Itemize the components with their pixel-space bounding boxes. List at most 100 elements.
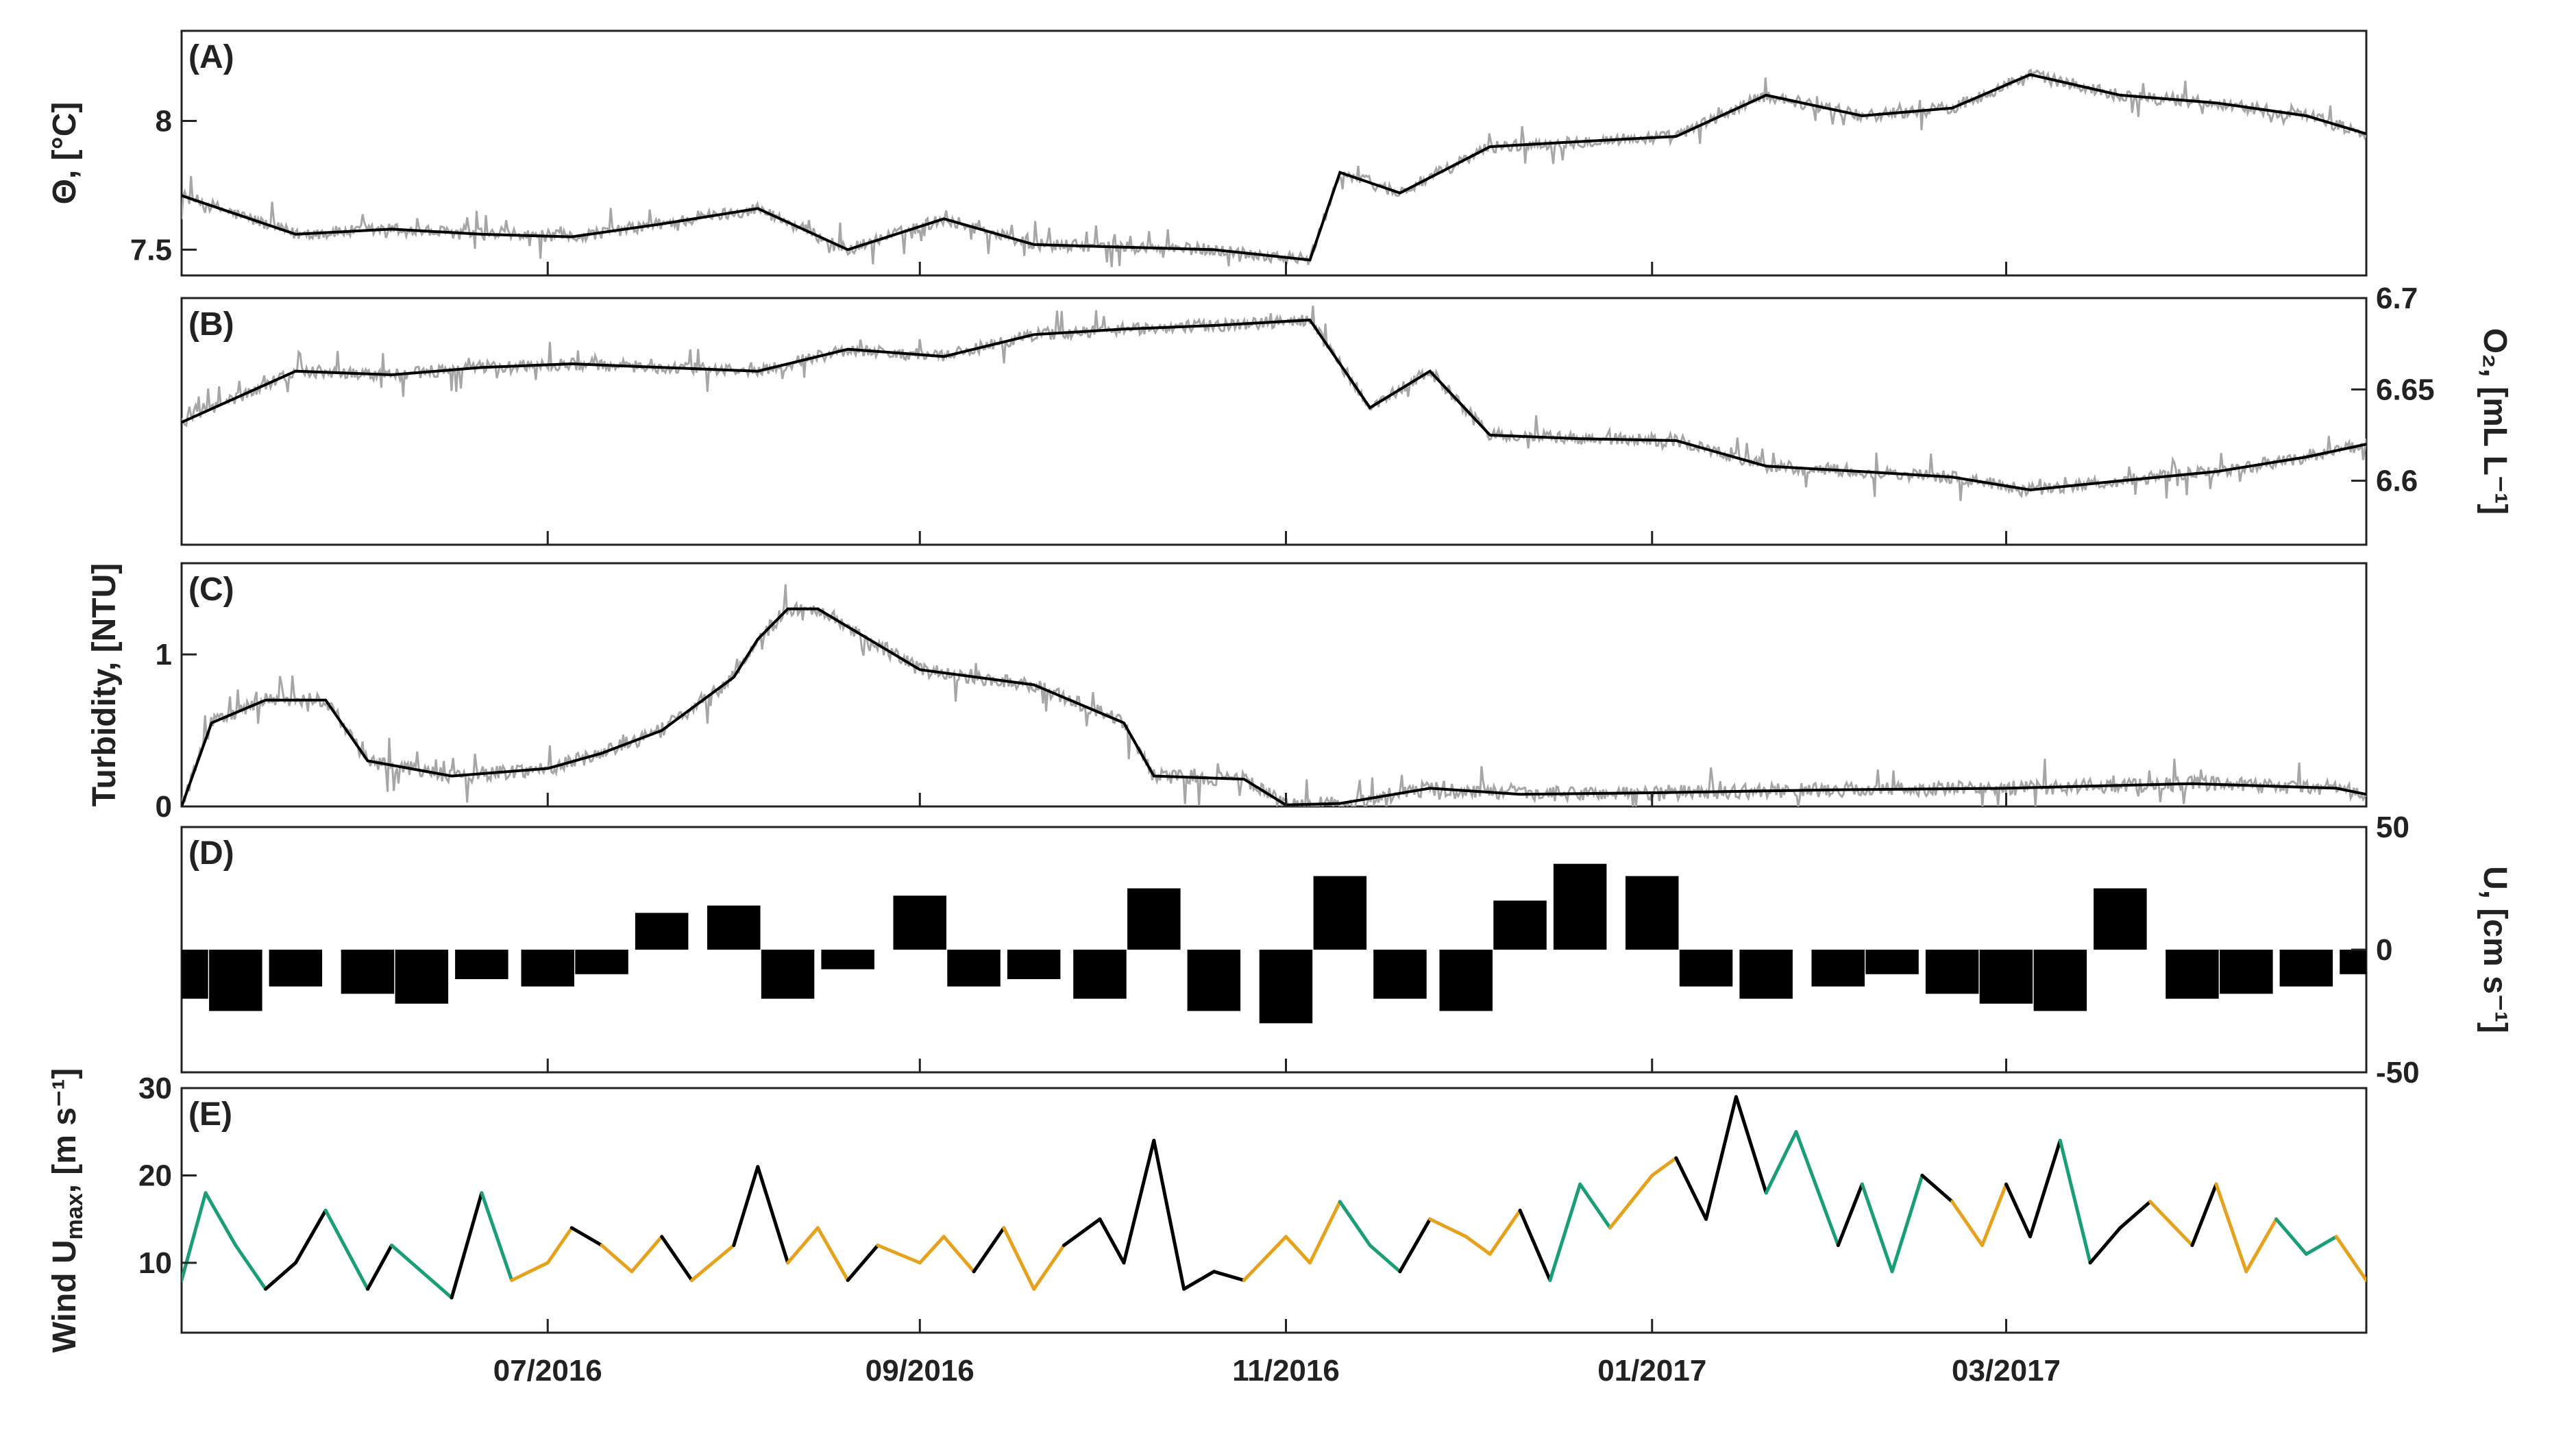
data-point-A <box>1033 243 1035 246</box>
data-point-A <box>182 195 183 197</box>
velocity-bar <box>635 913 689 950</box>
data-point-B <box>294 370 297 373</box>
velocity-bar <box>2094 888 2147 950</box>
wind-segment <box>1398 1217 1432 1274</box>
data-point-A <box>1123 246 1125 249</box>
panel-frame-C <box>180 562 2368 808</box>
data-point-B <box>661 366 663 369</box>
data-point-A <box>391 227 393 230</box>
data-point-B <box>1951 476 1954 478</box>
ytick-label-D: -50 <box>2376 1056 2420 1089</box>
plot-area-C <box>182 584 2366 806</box>
wind-segment <box>1032 1244 1066 1291</box>
plot-area-B <box>182 306 2366 502</box>
data-point-B <box>1212 324 1215 327</box>
wind-segment <box>545 1226 574 1265</box>
velocity-bar <box>1127 888 1181 950</box>
data-point-C <box>1519 793 1521 796</box>
data-point-C <box>367 759 369 762</box>
data-point-B <box>2215 470 2218 473</box>
panel-A: 7.5 8 (A) Θ, [°C] <box>47 29 2368 277</box>
smoothed-series-B <box>182 318 2366 492</box>
data-point-A <box>1765 94 1767 97</box>
velocity-bar <box>1739 950 1793 999</box>
wind-segment <box>1062 1217 1102 1247</box>
wind-segment <box>1122 1139 1156 1265</box>
data-point-C <box>265 699 267 702</box>
wind-segment <box>600 1244 634 1274</box>
wind-segment <box>846 1244 880 1282</box>
panel-label-A: (A) <box>188 39 234 75</box>
data-point-B <box>1488 434 1491 436</box>
velocity-bar <box>1553 863 1607 950</box>
data-point-A <box>480 233 483 236</box>
velocity-bar <box>2166 950 2219 999</box>
plot-area-A <box>182 68 2366 267</box>
velocity-bar <box>1626 876 1679 950</box>
plot-area-D <box>182 863 2366 1024</box>
ytick-label-E: 10 <box>138 1246 172 1280</box>
xtick-label: 03/2017 <box>1952 1354 2061 1388</box>
wind-segment <box>1608 1174 1654 1230</box>
ytick-label-C: 0 <box>156 790 172 824</box>
data-point-C <box>1033 684 1035 686</box>
data-point-C <box>661 729 663 732</box>
data-point-C <box>1429 787 1432 789</box>
raw-series-A <box>182 68 2366 267</box>
data-point-B <box>942 355 945 358</box>
data-point-B <box>1861 470 1863 473</box>
velocity-bar <box>1865 950 1919 974</box>
wind-segment <box>293 1209 328 1265</box>
ylabel-B: O₂, [mL L⁻¹] <box>2477 328 2513 515</box>
panel-label-E: (E) <box>188 1096 232 1133</box>
raw-series-C <box>182 584 2366 806</box>
wind-segment <box>2028 1139 2062 1239</box>
data-point-A <box>1861 114 1863 117</box>
panel-E: 10 20 30 (E) Wind Umax, [m s⁻¹] <box>47 1068 2368 1353</box>
data-point-C <box>324 699 327 702</box>
ytick-label-E: 20 <box>138 1159 172 1193</box>
velocity-bar <box>1811 950 1865 987</box>
data-point-C <box>918 668 921 671</box>
wind-segment <box>1338 1200 1372 1247</box>
data-point-B <box>2029 489 2031 491</box>
wind-segment <box>1836 1182 1864 1247</box>
ytick-label-D: 50 <box>2376 811 2409 844</box>
wind-segment <box>2190 1182 2218 1247</box>
data-point-A <box>2365 132 2366 135</box>
velocity-bar <box>1925 950 1979 994</box>
data-point-A <box>294 233 297 236</box>
data-point-A <box>1212 248 1215 251</box>
data-point-B <box>182 421 183 423</box>
wind-segment <box>2058 1139 2092 1265</box>
ylabel-C: Turbidity, [NTU] <box>86 563 123 806</box>
panel-C: 0 1 (C) Turbidity, [NTU] <box>86 562 2368 824</box>
velocity-bar <box>1007 950 1061 979</box>
ytick-label-B: 6.65 <box>2376 373 2435 406</box>
data-point-C <box>210 722 213 724</box>
wind-segment <box>419 1270 454 1300</box>
data-point-B <box>1369 406 1371 409</box>
wind-segment <box>972 1226 1006 1274</box>
data-point-A <box>1579 140 1582 143</box>
data-point-C <box>2005 787 2007 789</box>
wind-segment <box>323 1209 369 1291</box>
velocity-bar <box>1073 950 1127 999</box>
panel-B: 6.6 6.65 6.7 (B) O₂, [mL L⁻¹] <box>180 282 2513 546</box>
wind-segment <box>2088 1226 2122 1265</box>
ytick-label-B: 6.7 <box>2376 282 2418 315</box>
velocity-bar <box>821 950 874 970</box>
data-point-B <box>2365 443 2366 445</box>
wind-segment <box>1764 1130 1798 1195</box>
wind-segment <box>204 1191 238 1247</box>
velocity-bar <box>1313 876 1367 950</box>
data-point-A <box>1338 171 1341 174</box>
ytick-label-B: 6.6 <box>2376 465 2418 498</box>
data-point-A <box>1309 259 1311 261</box>
wind-segment <box>1578 1182 1612 1230</box>
data-point-B <box>2119 480 2122 482</box>
data-point-A <box>570 236 573 238</box>
data-point-B <box>846 348 849 351</box>
velocity-bar <box>2220 950 2273 994</box>
data-point-A <box>757 207 759 210</box>
